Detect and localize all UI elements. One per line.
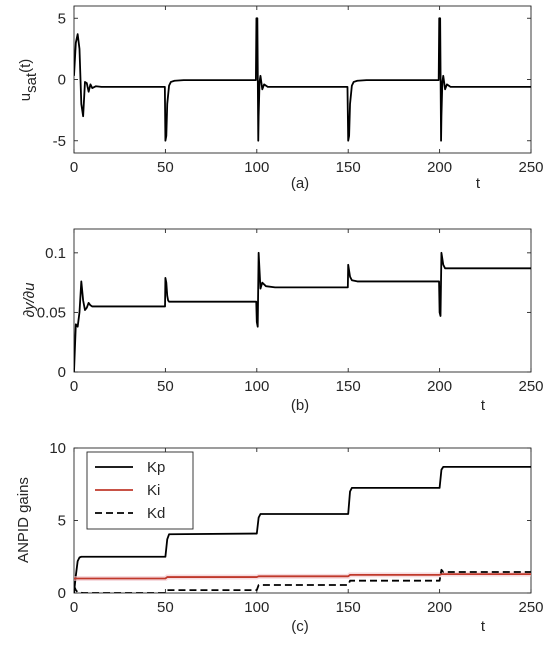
x-tick-label: 100 — [244, 599, 269, 616]
legend-label-kd: Kd — [147, 505, 165, 522]
legend: Kp Ki Kd — [86, 451, 194, 530]
y-label-tail: (t) — [17, 59, 34, 73]
legend-label-ki: Ki — [147, 482, 160, 499]
x-tick-label: 150 — [336, 599, 361, 616]
x-tick-label: 50 — [157, 159, 174, 176]
x-tick-label: 100 — [244, 378, 269, 395]
panel-2: 0 50 100 150 200 250 0 0.05 0.1 (b) t ∂y/∂u — [21, 228, 544, 414]
x-tick-label: 100 — [244, 159, 269, 176]
y-axis-label: ∂y/∂u — [21, 282, 38, 317]
x-tick-label: 250 — [518, 378, 543, 395]
y-tick-label: 5 — [58, 10, 66, 27]
x-tick-label: 150 — [336, 378, 361, 395]
x-axis-label: t — [481, 397, 486, 414]
panel-caption: (a) — [291, 175, 309, 192]
series-line-1 — [74, 17, 531, 142]
x-tick-label: 0 — [70, 378, 78, 395]
y-tick-label: 10 — [49, 440, 66, 457]
x-tick-label: 50 — [157, 599, 174, 616]
x-tick-label: 200 — [427, 599, 452, 616]
y-tick-label: 0.1 — [45, 245, 66, 262]
series-line-kp — [74, 465, 531, 593]
x-tick-label: 250 — [518, 159, 543, 176]
series-line-kd — [74, 568, 531, 593]
x-tick-label: 250 — [518, 599, 543, 616]
y-axis-label: ANPID gains — [15, 477, 32, 563]
x-tick-label: 200 — [427, 159, 452, 176]
x-tick-label: 0 — [70, 159, 78, 176]
y-label-subscript: sat — [23, 72, 40, 93]
x-tick-label: 0 — [70, 599, 78, 616]
legend-label-kp: Kp — [147, 459, 165, 476]
x-tick-label: 200 — [427, 378, 452, 395]
y-tick-label: -5 — [53, 133, 66, 150]
y-label-main: u — [17, 93, 34, 101]
x-axis-label: t — [476, 175, 481, 192]
panel-3: 0 50 100 150 200 250 0 5 10 (c) t ANPID gains Kp Ki Kd — [15, 440, 544, 635]
y-tick-label: 0.05 — [37, 304, 66, 321]
x-axis-label: t — [481, 618, 486, 635]
y-tick-label: 0 — [58, 585, 66, 602]
series-line-ki — [74, 573, 531, 580]
series-line-2 — [74, 251, 531, 372]
y-axis-label: usat(t) — [17, 59, 40, 102]
axes-frame — [73, 228, 532, 373]
panel-caption: (c) — [291, 618, 309, 635]
y-tick-label: 0 — [58, 364, 66, 381]
y-tick-label: 5 — [58, 513, 66, 530]
panel-caption: (b) — [291, 397, 309, 414]
y-tick-label: 0 — [58, 72, 66, 89]
x-tick-label: 50 — [157, 378, 174, 395]
x-tick-label: 150 — [336, 159, 361, 176]
